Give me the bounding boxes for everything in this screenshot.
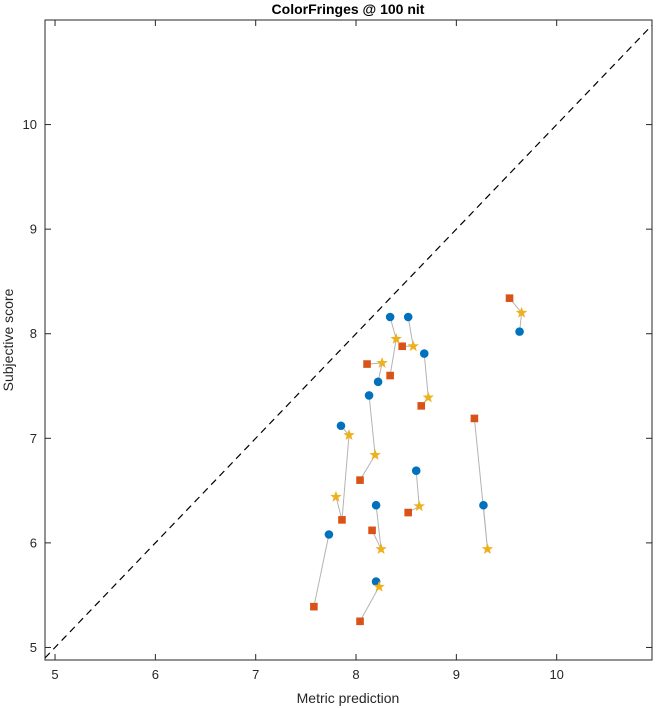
data-point-star <box>515 306 528 318</box>
data-point-star <box>375 543 387 554</box>
data-point-square <box>386 371 394 380</box>
data-point-square <box>505 294 514 302</box>
y-tick-label: 9 <box>30 222 37 237</box>
y-tick-label: 8 <box>30 326 37 341</box>
data-point-square <box>363 360 371 368</box>
data-point-star <box>413 500 425 512</box>
plot-frame <box>44 19 653 661</box>
data-point-star <box>481 543 494 554</box>
data-point-star <box>330 490 342 502</box>
data-point-star <box>407 340 419 352</box>
data-point-star <box>422 391 434 403</box>
data-point-circle <box>403 312 413 322</box>
data-point-square <box>338 516 346 524</box>
data-point-circle <box>479 500 488 510</box>
data-point-circle <box>515 327 524 336</box>
data-point-circle <box>371 500 381 510</box>
x-tick-label: 5 <box>51 667 58 682</box>
y-tick-label: 10 <box>23 117 37 132</box>
data-point-square <box>356 476 364 484</box>
data-point-star <box>369 449 381 460</box>
data-point-circle <box>411 466 421 476</box>
data-point-circle <box>419 349 429 358</box>
data-point-circle <box>373 377 383 387</box>
y-tick-label: 5 <box>30 640 37 655</box>
plot-area <box>45 20 652 660</box>
identity-reference-line <box>44 24 653 659</box>
y-tick-label: 7 <box>30 431 37 446</box>
data-point-square <box>310 602 318 611</box>
data-point-square <box>398 342 406 351</box>
data-point-square <box>417 402 426 410</box>
data-point-star <box>343 429 355 441</box>
x-tick-label: 8 <box>352 667 359 682</box>
data-point-square <box>404 508 412 517</box>
data-points <box>310 294 528 626</box>
y-axis: 5 6 7 8 9 10 <box>23 117 652 655</box>
chart-title: ColorFringes @ 100 nit <box>272 1 425 17</box>
data-point-square <box>356 617 364 626</box>
x-tick-label: 9 <box>453 667 460 682</box>
connector-line <box>335 425 350 521</box>
x-axis: 5 6 7 8 9 10 <box>51 20 564 682</box>
y-axis-label: Subjective score <box>0 288 16 391</box>
x-tick-label: 7 <box>252 667 259 682</box>
x-tick-label: 6 <box>152 667 159 682</box>
data-point-circle <box>336 421 346 431</box>
data-point-circle <box>385 312 395 322</box>
data-point-circle <box>364 391 374 400</box>
data-point-star <box>373 580 385 592</box>
data-point-star <box>376 357 388 368</box>
data-point-star <box>390 332 402 344</box>
connector-line <box>313 534 330 607</box>
data-point-square <box>470 414 479 423</box>
y-tick-label: 6 <box>30 535 37 550</box>
data-point-circle <box>324 530 334 539</box>
x-tick-label: 10 <box>549 667 563 682</box>
data-point-square <box>368 526 376 535</box>
x-axis-label: Metric prediction <box>297 690 400 706</box>
